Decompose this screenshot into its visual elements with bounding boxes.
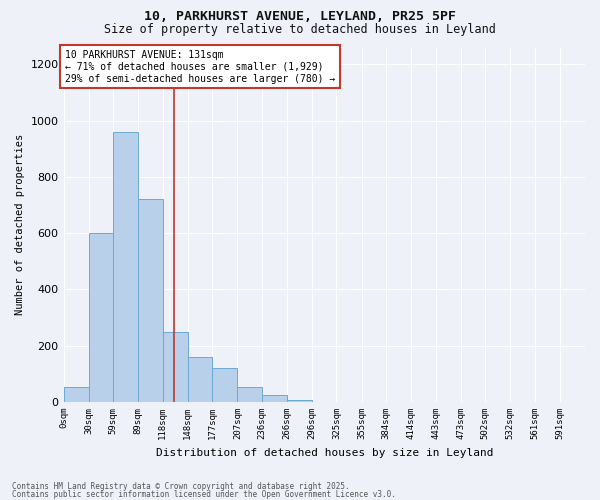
Bar: [89, 233, 113, 402]
Text: Size of property relative to detached houses in Leyland: Size of property relative to detached ho…: [104, 22, 496, 36]
Bar: [64, 386, 89, 402]
Bar: [262, 395, 287, 402]
Text: Contains HM Land Registry data © Crown copyright and database right 2025.: Contains HM Land Registry data © Crown c…: [12, 482, 350, 491]
X-axis label: Distribution of detached houses by size in Leyland: Distribution of detached houses by size …: [155, 448, 493, 458]
Bar: [138, 200, 163, 402]
Bar: [212, 368, 238, 402]
Text: 10, PARKHURST AVENUE, LEYLAND, PR25 5PF: 10, PARKHURST AVENUE, LEYLAND, PR25 5PF: [144, 10, 456, 23]
Bar: [113, 132, 138, 402]
Bar: [163, 332, 188, 402]
Y-axis label: Number of detached properties: Number of detached properties: [15, 134, 25, 316]
Text: Contains public sector information licensed under the Open Government Licence v3: Contains public sector information licen…: [12, 490, 396, 499]
Bar: [238, 386, 262, 402]
Text: 10 PARKHURST AVENUE: 131sqm
← 71% of detached houses are smaller (1,929)
29% of : 10 PARKHURST AVENUE: 131sqm ← 71% of det…: [65, 50, 335, 84]
Bar: [287, 400, 312, 402]
Bar: [188, 357, 212, 402]
